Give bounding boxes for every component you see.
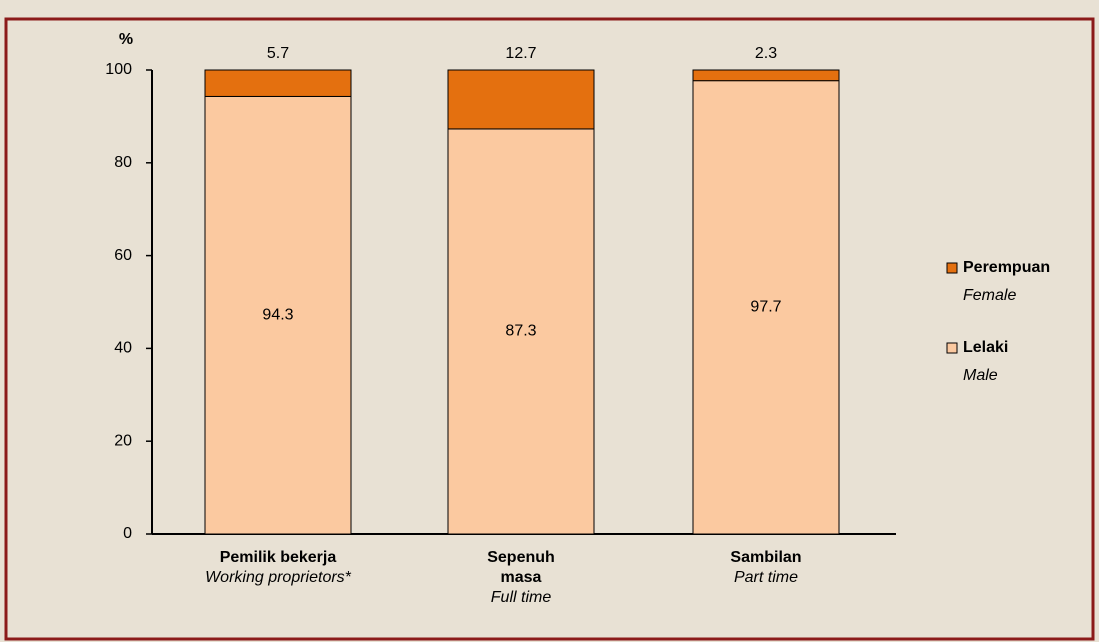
y-tick-label: 0	[123, 525, 132, 542]
category-name: Pemilik bekerja	[219, 549, 337, 566]
bar-segment	[204, 95, 352, 535]
category-name: Sambilan	[730, 549, 802, 566]
bar-segment	[447, 128, 595, 535]
value-label: 87.3	[505, 323, 536, 340]
value-label: 2.3	[755, 45, 777, 62]
legend-translation: Male	[963, 367, 998, 384]
y-tick-label: 60	[114, 247, 132, 264]
category-translation: Part time	[733, 569, 798, 586]
y-tick-label: 20	[114, 432, 132, 449]
value-label: 12.7	[505, 45, 536, 62]
legend-label: Lelaki	[963, 339, 1008, 356]
bar-segment	[692, 69, 840, 82]
legend-translation: Female	[963, 287, 1016, 304]
y-tick-label: 100	[105, 61, 132, 78]
value-label: 97.7	[750, 299, 781, 316]
legend-swatch	[946, 262, 958, 274]
x-tick-label: Sepenuh masa Full time	[471, 548, 571, 608]
category-translation: Full time	[490, 589, 552, 606]
value-label: 94.3	[262, 306, 293, 323]
y-tick-label: 40	[114, 340, 132, 357]
bar-segment	[204, 69, 352, 97]
y-axis-label: %	[119, 31, 133, 48]
bar-segment	[447, 69, 595, 130]
value-label: 5.7	[267, 45, 289, 62]
legend-label: Perempuan	[963, 259, 1050, 276]
x-tick-label: Sambilan Part time	[666, 548, 866, 588]
frame-border	[4, 17, 1095, 641]
category-translation: Working proprietors*	[205, 569, 351, 586]
legend-swatch	[946, 342, 958, 354]
x-tick-label: Pemilik bekerja Working proprietors*	[163, 548, 393, 588]
category-name: Sepenuh masa	[487, 549, 555, 586]
y-tick-label: 80	[114, 154, 132, 171]
